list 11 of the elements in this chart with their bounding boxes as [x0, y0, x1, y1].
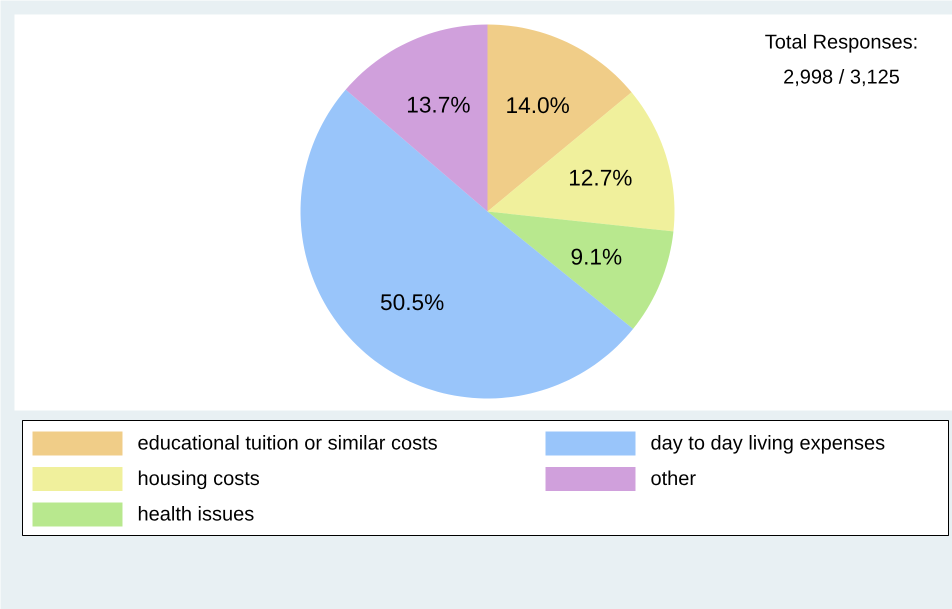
data-label: 12.7% [568, 164, 632, 191]
legend-label: day to day living expenses [650, 432, 886, 454]
text: Total Responses: 2,998 / 3,125 [764, 32, 918, 88]
legend-label: health issues [138, 504, 254, 526]
legend-label: housing costs [138, 468, 260, 490]
legend-label: other [650, 468, 696, 490]
data-label: 9.1% [570, 244, 622, 270]
legend-label: educational tuition or similar costs [138, 432, 438, 454]
data-label: 50.5% [380, 289, 444, 316]
data-label: 14.0% [506, 92, 570, 118]
data-label: 13.7% [406, 91, 470, 118]
